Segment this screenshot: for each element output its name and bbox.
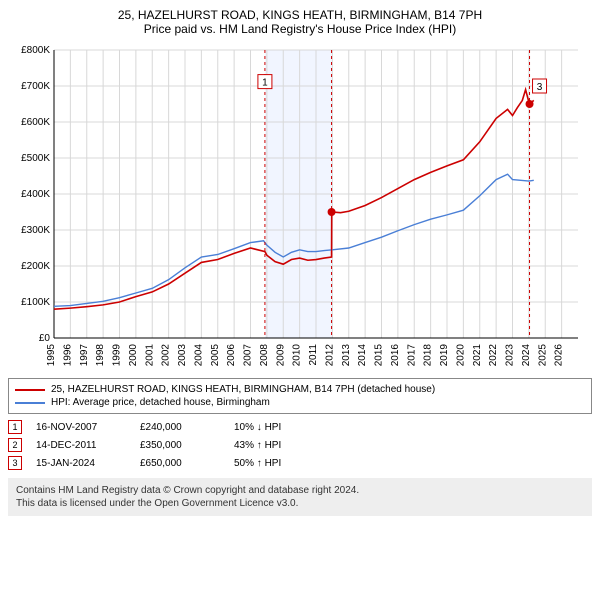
transaction-pct: 10% ↓ HPI — [234, 422, 281, 433]
svg-text:1997: 1997 — [79, 344, 90, 367]
svg-text:2019: 2019 — [439, 344, 450, 367]
svg-text:1998: 1998 — [95, 344, 106, 367]
svg-text:£800K: £800K — [21, 45, 50, 56]
svg-text:2009: 2009 — [275, 344, 286, 367]
svg-text:2001: 2001 — [144, 344, 155, 367]
transaction-pct: 50% ↑ HPI — [234, 458, 281, 469]
transaction-marker: 2 — [8, 438, 22, 452]
svg-text:2016: 2016 — [390, 344, 401, 367]
transaction-price: £240,000 — [140, 422, 220, 433]
transaction-price: £350,000 — [140, 440, 220, 451]
svg-text:1: 1 — [262, 78, 268, 89]
transaction-date: 14-DEC-2011 — [36, 440, 126, 451]
transaction-row: 3 15-JAN-2024 £650,000 50% ↑ HPI — [8, 454, 592, 472]
svg-text:1995: 1995 — [46, 344, 57, 367]
svg-text:£200K: £200K — [21, 261, 50, 272]
svg-text:2024: 2024 — [521, 344, 532, 367]
transaction-date: 16-NOV-2007 — [36, 422, 126, 433]
svg-text:2012: 2012 — [324, 344, 335, 367]
legend-label: 25, HAZELHURST ROAD, KINGS HEATH, BIRMIN… — [51, 384, 435, 395]
svg-text:2002: 2002 — [161, 344, 172, 367]
svg-text:2025: 2025 — [537, 344, 548, 367]
svg-text:£500K: £500K — [21, 153, 50, 164]
svg-text:£600K: £600K — [21, 117, 50, 128]
footer-line2: This data is licensed under the Open Gov… — [16, 497, 584, 510]
svg-text:2015: 2015 — [374, 344, 385, 367]
svg-text:2003: 2003 — [177, 344, 188, 367]
legend-swatch — [15, 389, 45, 391]
legend: 25, HAZELHURST ROAD, KINGS HEATH, BIRMIN… — [8, 378, 592, 414]
svg-text:2023: 2023 — [505, 344, 516, 367]
svg-text:2006: 2006 — [226, 344, 237, 367]
svg-text:2018: 2018 — [423, 344, 434, 367]
transaction-price: £650,000 — [140, 458, 220, 469]
svg-text:2007: 2007 — [243, 344, 254, 367]
legend-row: HPI: Average price, detached house, Birm… — [15, 396, 585, 409]
svg-text:2005: 2005 — [210, 344, 221, 367]
svg-text:2017: 2017 — [406, 344, 417, 367]
legend-label: HPI: Average price, detached house, Birm… — [51, 397, 270, 408]
svg-text:2004: 2004 — [193, 344, 204, 367]
price-chart: £0 £100K £200K £300K £400K £500K £600K £700K £80… — [8, 42, 592, 372]
legend-swatch — [15, 402, 45, 404]
svg-text:2010: 2010 — [292, 344, 303, 367]
svg-text:2011: 2011 — [308, 344, 319, 366]
svg-text:2021: 2021 — [472, 344, 483, 367]
svg-text:2022: 2022 — [488, 344, 499, 367]
svg-text:2008: 2008 — [259, 344, 270, 367]
svg-text:£0: £0 — [39, 333, 51, 344]
svg-text:2013: 2013 — [341, 344, 352, 367]
svg-text:£100K: £100K — [21, 297, 50, 308]
svg-text:1999: 1999 — [112, 344, 123, 367]
transaction-marker: 1 — [8, 420, 22, 434]
transaction-pct: 43% ↑ HPI — [234, 440, 281, 451]
chart-title-line1: 25, HAZELHURST ROAD, KINGS HEATH, BIRMIN… — [8, 8, 592, 22]
svg-text:1996: 1996 — [62, 344, 73, 367]
svg-text:3: 3 — [537, 82, 543, 93]
transaction-row: 2 14-DEC-2011 £350,000 43% ↑ HPI — [8, 436, 592, 454]
svg-text:£700K: £700K — [21, 81, 50, 92]
license-footer: Contains HM Land Registry data © Crown c… — [8, 478, 592, 516]
chart-title-line2: Price paid vs. HM Land Registry's House … — [8, 22, 592, 36]
transaction-marker: 3 — [8, 456, 22, 470]
legend-row: 25, HAZELHURST ROAD, KINGS HEATH, BIRMIN… — [15, 383, 585, 396]
footer-line1: Contains HM Land Registry data © Crown c… — [16, 484, 584, 497]
svg-text:2014: 2014 — [357, 344, 368, 367]
svg-text:2000: 2000 — [128, 344, 139, 367]
transaction-date: 15-JAN-2024 — [36, 458, 126, 469]
svg-text:£400K: £400K — [21, 189, 50, 200]
transaction-row: 1 16-NOV-2007 £240,000 10% ↓ HPI — [8, 418, 592, 436]
svg-text:2020: 2020 — [455, 344, 466, 367]
svg-text:2026: 2026 — [554, 344, 565, 367]
chart-svg: £0 £100K £200K £300K £400K £500K £600K £700K £80… — [8, 42, 588, 372]
transaction-table: 1 16-NOV-2007 £240,000 10% ↓ HPI 2 14-DEC-201… — [8, 418, 592, 472]
svg-text:£300K: £300K — [21, 225, 50, 236]
